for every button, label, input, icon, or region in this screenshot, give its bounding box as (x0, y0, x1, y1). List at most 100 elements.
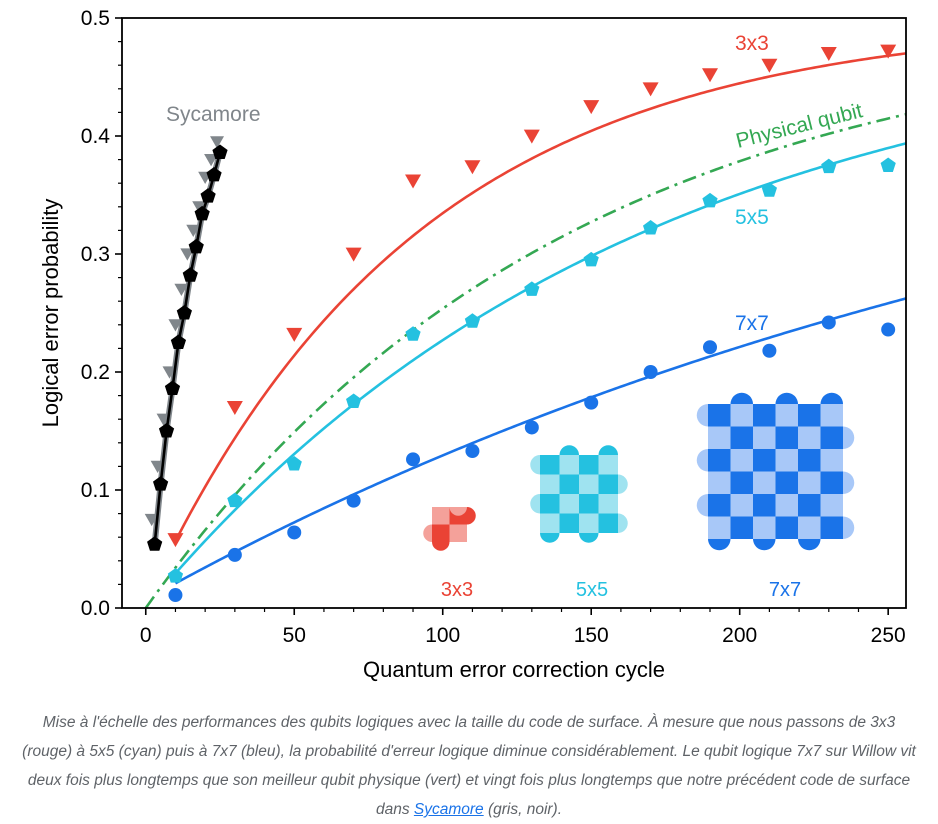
sycamore-link[interactable]: Sycamore (413, 801, 484, 818)
data-point-5x5 (880, 157, 896, 172)
y-tick-label: 0.2 (81, 361, 110, 384)
sycamore-gray-point (210, 136, 225, 149)
inset-cap (696, 494, 708, 517)
data-point-3x3 (761, 58, 778, 73)
chart-figure: 3x3 5x5 7x7 0 50 100 150 200 250 0.0 0.1 0.2 0.3 0.4… (38, 7, 907, 682)
caption-text-after: (gris, noir). (483, 801, 563, 818)
inset-cell (753, 449, 776, 472)
inset-cell (559, 513, 579, 533)
sycamore-black-point (200, 188, 216, 203)
data-point-5x5 (167, 568, 184, 583)
data-point-3x3 (226, 401, 243, 415)
inset-cell (708, 426, 731, 449)
axes: 0 50 100 150 200 250 0.0 0.1 0.2 0.3 0.4 0.5 Quantum… (38, 7, 907, 682)
data-point-5x5 (583, 251, 599, 267)
data-point-7x7 (227, 547, 242, 562)
data-point-5x5 (286, 456, 302, 471)
sycamore-black-point (147, 536, 163, 551)
inset-cell (798, 449, 821, 472)
inset-label-5x5: 5x5 (576, 579, 608, 601)
data-point-3x3 (702, 68, 718, 83)
data-point-3x3 (286, 327, 303, 342)
surface-code-3x3: 3x3 (423, 507, 476, 601)
inset-cell (775, 449, 798, 472)
inset-cap (449, 507, 467, 516)
sycamore-black-point (194, 205, 210, 221)
inset-cell (708, 404, 731, 427)
inset-cap (530, 455, 540, 475)
inset-cap (730, 392, 753, 404)
inset-cell (579, 494, 599, 514)
inset-label-3x3: 3x3 (441, 579, 473, 601)
data-point-7x7 (703, 340, 717, 355)
data-point-3x3 (880, 44, 897, 59)
sycamore-black-point (158, 423, 175, 438)
x-tick-label: 0 (140, 624, 152, 647)
data-point-3x3 (464, 160, 481, 175)
data-point-3x3 (642, 82, 659, 97)
sycamore-black-point (206, 166, 222, 182)
fit-curve-7x7 (174, 297, 907, 585)
sycamore-black-point (188, 238, 204, 254)
fit-curves (144, 52, 907, 609)
data-point-7x7 (346, 493, 361, 508)
series-label-sycamore: Sycamore (166, 103, 261, 126)
y-tick-label: 0.1 (81, 479, 110, 502)
inset-cell (559, 494, 579, 514)
sycamore-gray-point (174, 283, 189, 297)
data-point-5x5 (524, 281, 540, 296)
inset-cell (820, 426, 843, 449)
surface-code-7x7: 7x7 (696, 392, 855, 601)
points-3x3 (167, 44, 897, 548)
fit-curve-physical-qubit (144, 113, 907, 609)
surface-code-insets: 3x3 5x5 7x7 (423, 392, 855, 601)
inset-cell (598, 474, 618, 494)
inset-cell (798, 516, 821, 539)
y-tick-label: 0.4 (81, 125, 111, 148)
data-point-5x5 (227, 492, 243, 508)
inset-cell (753, 516, 776, 539)
data-point-7x7 (287, 525, 302, 540)
sycamore-black-point (176, 305, 192, 320)
data-point-7x7 (643, 365, 658, 379)
inset-cell (775, 494, 798, 517)
inset-cap (432, 542, 450, 551)
data-point-3x3 (405, 174, 422, 189)
inset-cell (540, 513, 560, 533)
inset-cell (798, 494, 821, 517)
fit-curve-3x3 (174, 52, 907, 542)
points-5x5 (167, 157, 896, 583)
y-axis-label: Logical error probability (38, 199, 63, 428)
inset-cap (843, 471, 855, 494)
inset-cell (775, 516, 798, 539)
data-point-5x5 (405, 326, 421, 341)
inset-cell (820, 471, 843, 494)
inset-cell (753, 426, 776, 449)
points-sycamore (144, 136, 228, 551)
series-label-5x5: 5x5 (735, 206, 769, 229)
data-point-7x7 (881, 322, 896, 337)
data-point-3x3 (820, 47, 837, 61)
data-point-7x7 (524, 420, 539, 435)
data-point-7x7 (584, 395, 599, 410)
data-points (144, 44, 897, 603)
data-point-3x3 (167, 533, 184, 548)
x-tick-label: 250 (871, 624, 906, 647)
inset-cell (598, 455, 618, 475)
inset-cap (618, 474, 628, 494)
inset-cell (598, 513, 618, 533)
sycamore-black-point (170, 334, 187, 349)
inset-cell (798, 404, 821, 427)
inset-cell (708, 449, 731, 472)
inset-cell (798, 471, 821, 494)
inset-cell (820, 449, 843, 472)
x-axis-label: Quantum error correction cycle (363, 657, 665, 682)
inset-cell (449, 524, 467, 542)
inset-cell (730, 426, 753, 449)
sycamore-black-point (182, 267, 198, 282)
inset-cap (696, 404, 708, 427)
inset-cell (753, 471, 776, 494)
y-tick-label: 0.5 (81, 7, 110, 30)
inset-cell (708, 494, 731, 517)
series-label-physical-qubit: Physical qubit (734, 99, 865, 153)
